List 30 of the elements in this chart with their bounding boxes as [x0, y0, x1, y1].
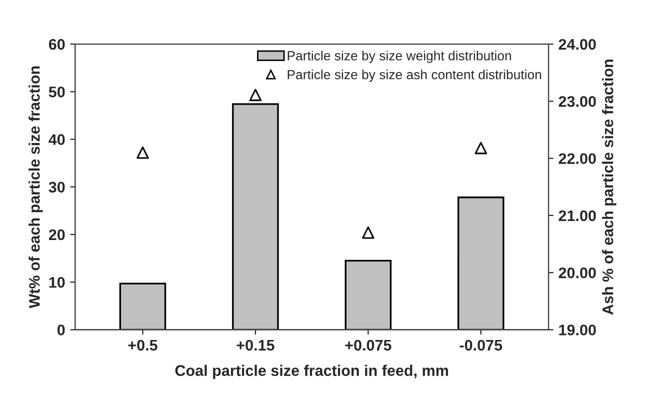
- y-tick-label: 30: [48, 182, 65, 193]
- legend-label: Particle size by size weight distribution: [288, 50, 511, 63]
- y2-tick-label: 24.00: [558, 38, 596, 50]
- y-tick-label: 60: [48, 38, 65, 50]
- point: [249, 88, 262, 102]
- bar: [232, 103, 279, 330]
- y2-tick-label: 20.00: [558, 267, 596, 278]
- y-tick-label: 0: [57, 324, 65, 336]
- x-tick-label: +0.5: [128, 340, 158, 351]
- y-tick-label: 50: [48, 86, 65, 98]
- x-tick-label: +0.075: [345, 340, 392, 351]
- point: [136, 146, 149, 159]
- x-tick-label: -0.075: [460, 340, 502, 351]
- y2-tick-label: 23.00: [558, 96, 596, 107]
- bar: [344, 260, 392, 330]
- bar: [119, 282, 166, 330]
- y2-tick-label: 19.00: [559, 324, 596, 336]
- x-tick-label: +0.15: [236, 340, 274, 351]
- y-axis-title: Wt% of each particle size fraction: [28, 66, 43, 308]
- y2-tick-label: 21.00: [558, 210, 596, 222]
- legend-label: Particle size by size ash content distribution: [288, 70, 542, 82]
- x-axis-title: Coal particle size fraction in feed, mm: [175, 364, 448, 380]
- y2-tick-label: 22.00: [558, 153, 596, 164]
- point: [362, 226, 374, 239]
- point: [474, 142, 488, 154]
- y-tick-label: 40: [48, 134, 65, 145]
- bar: [458, 196, 504, 330]
- y-tick-label: 10: [49, 276, 65, 288]
- y-tick-label: 20: [48, 229, 65, 240]
- y2-axis-title: Ash % of each particle size fraction: [602, 60, 616, 315]
